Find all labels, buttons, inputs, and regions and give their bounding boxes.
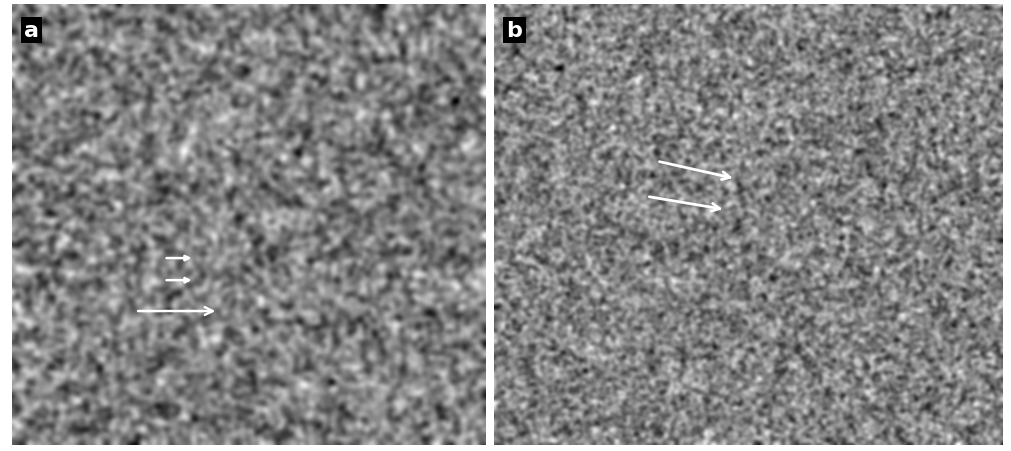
Text: a: a xyxy=(24,21,39,41)
Text: b: b xyxy=(507,21,522,41)
